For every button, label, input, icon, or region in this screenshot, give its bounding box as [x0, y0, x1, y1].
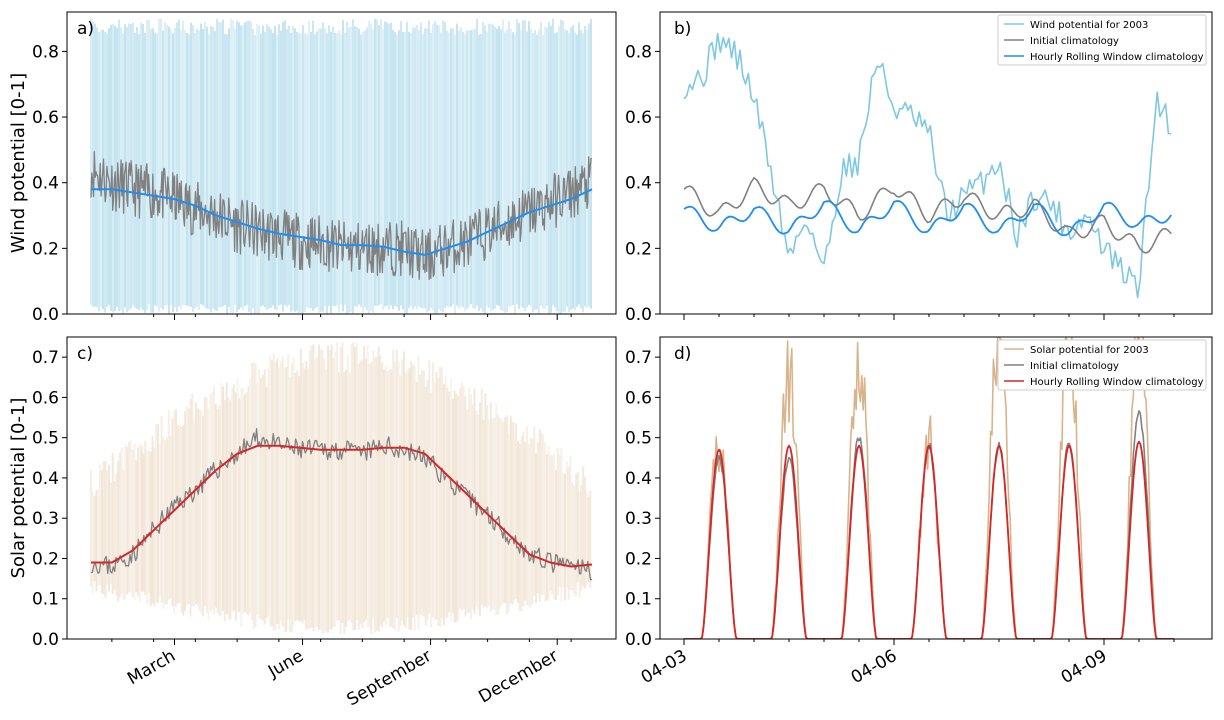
y-tick-label: 0.0 — [32, 305, 59, 325]
y-tick-label: 0.6 — [32, 388, 59, 408]
legend-label: Initial climatology — [1030, 361, 1119, 372]
rolling-climatology-line — [684, 440, 1174, 639]
legend-label: Solar potential for 2003 — [1030, 345, 1149, 356]
panel-tag: d) — [674, 344, 691, 364]
plot-frame-b — [659, 11, 1213, 315]
y-tick-label: 0.0 — [32, 630, 59, 650]
y-tick-label: 0.6 — [32, 108, 59, 128]
y-tick-label: 0.2 — [625, 239, 652, 259]
y-tick-label: 0.0 — [625, 305, 652, 325]
y-tick-label: 0.1 — [32, 590, 59, 610]
initial-climatology-line — [683, 177, 1172, 254]
y-tick-label: 0.5 — [32, 429, 59, 449]
initial-climatology-line — [90, 428, 593, 581]
wind-2003-line — [683, 32, 1172, 299]
y-tick-label: 0.7 — [625, 348, 652, 368]
legend-box — [997, 14, 1207, 66]
legend: Wind potential for 2003 Initial climatolo… — [997, 14, 1207, 66]
plot-area-d — [684, 337, 1174, 639]
y-tick-label: 0.7 — [32, 348, 59, 368]
y-tick-label: 0.2 — [32, 549, 59, 569]
legend-label: Hourly Rolling Window climatology — [1030, 377, 1204, 388]
plot-frame-a — [66, 11, 617, 315]
legend-label: Wind potential for 2003 — [1030, 20, 1148, 31]
x-tick-label: September — [344, 646, 435, 710]
panel-tag: b) — [674, 19, 691, 39]
legend: Solar potential for 2003 Initial climatol… — [997, 339, 1207, 391]
y-tick-label: 0.8 — [625, 42, 652, 62]
y-tick-label: 0.2 — [32, 239, 59, 259]
x-tick-label: June — [264, 646, 307, 682]
panel-tag: c) — [77, 344, 93, 364]
y-tick-label: 0.3 — [625, 509, 652, 529]
rolling-climatology-line — [683, 200, 1172, 237]
x-tick-label: March — [124, 646, 179, 689]
legend-box — [997, 339, 1207, 391]
y-tick-label: 0.6 — [625, 108, 652, 128]
rolling-climatology-line — [91, 444, 593, 568]
y-tick-label: 0.2 — [625, 549, 652, 569]
y-tick-label: 0.8 — [32, 42, 59, 62]
solar-2003-line — [684, 337, 1174, 639]
legend-label: Hourly Rolling Window climatology — [1030, 52, 1204, 63]
x-tick-label: 04-06 — [848, 646, 901, 688]
initial-climatology-line — [684, 409, 1174, 639]
y-tick-label: 0.4 — [625, 174, 652, 194]
y-tick-label: 0.3 — [32, 509, 59, 529]
y-tick-label: 0.5 — [625, 429, 652, 449]
rolling-climatology-line — [91, 188, 593, 256]
y-axis-title: Wind potential [0-1] — [8, 73, 29, 253]
x-tick-label: 04-03 — [638, 646, 691, 688]
y-tick-label: 0.4 — [625, 469, 652, 489]
plot-frame-d — [659, 336, 1213, 640]
initial-climatology-line — [90, 150, 592, 281]
y-tick-label: 0.1 — [625, 590, 652, 610]
panel-tag: a) — [77, 19, 94, 39]
y-tick-label: 0.4 — [32, 174, 59, 194]
y-tick-label: 0.4 — [32, 469, 59, 489]
plot-frame-c — [66, 336, 617, 640]
x-tick-label: 04-09 — [1058, 646, 1111, 688]
y-tick-label: 0.6 — [625, 388, 652, 408]
x-tick-label: December — [475, 646, 561, 707]
y-tick-label: 0.0 — [625, 630, 652, 650]
y-axis-title: Solar potential [0-1] — [8, 398, 29, 579]
legend-label: Initial climatology — [1030, 36, 1119, 47]
